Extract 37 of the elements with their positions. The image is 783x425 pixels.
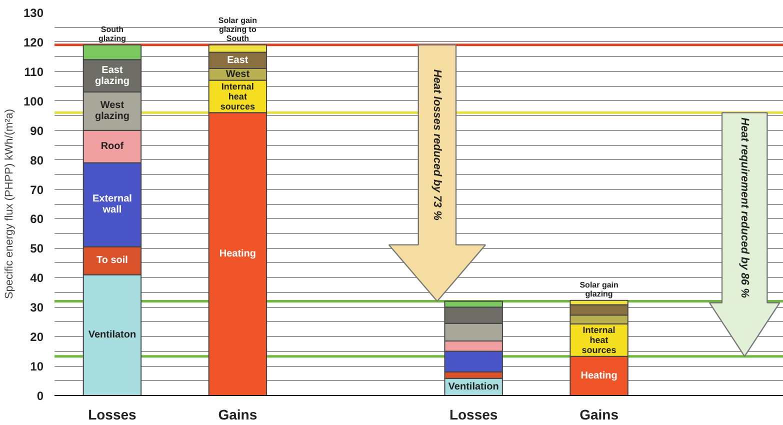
x-tick-label: Gains	[580, 406, 619, 422]
data-label: East glazing	[94, 64, 130, 87]
data-label: Roof	[100, 141, 124, 152]
y-axis-title: Specific energy flux (PHPP) kWh/(m²a)	[3, 108, 16, 300]
data-label: West	[226, 68, 250, 80]
data-label: Ventilaton	[88, 330, 136, 341]
data-label: Internal heat sources	[220, 81, 255, 112]
y-tick-label: 100	[23, 94, 44, 108]
y-tick-label: 30	[30, 300, 44, 315]
y-tick-label: 110	[24, 64, 44, 79]
y-tick-label: 20	[30, 330, 44, 344]
y-tick-label: 120	[23, 35, 44, 50]
data-label: Heating	[580, 370, 618, 382]
y-tick-label: 130	[23, 6, 44, 20]
data-label: Solar gain glazing	[580, 280, 619, 299]
y-tick-label: 60	[30, 212, 44, 226]
data-label: External wall	[92, 194, 132, 216]
annotation: Heat losses reduced by 73 %	[431, 69, 444, 221]
y-tick-label: 90	[30, 124, 44, 138]
data-label: South glazing	[98, 25, 126, 44]
y-tick-label: 10	[30, 360, 44, 374]
data-label: East	[227, 54, 249, 66]
y-tick-label: 80	[30, 153, 44, 168]
text: Heat requirement reduced by 86 %	[738, 118, 751, 298]
data-label: To soil	[96, 255, 128, 266]
data-label: Solar gain glazing to South	[218, 16, 258, 44]
x-tick-label: Losses	[88, 406, 137, 422]
data-label: Ventilation	[448, 381, 499, 392]
y-tick-label: 0	[36, 389, 44, 403]
x-tick-label: Losses	[449, 406, 498, 422]
data-label: Heating	[219, 248, 256, 260]
x-tick-label: Gains	[218, 406, 258, 422]
data-label: West glazing	[94, 100, 130, 122]
y-tick-label: 70	[30, 182, 44, 197]
data-label: Internal heat sources	[582, 325, 616, 356]
y-tick-label: 40	[30, 271, 44, 286]
y-tick-label: 50	[30, 242, 44, 256]
